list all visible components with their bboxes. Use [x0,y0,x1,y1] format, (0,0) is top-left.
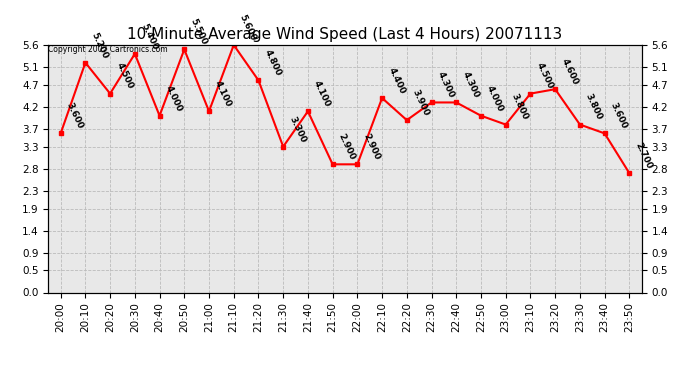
Text: 3.300: 3.300 [287,115,308,144]
Text: 2.700: 2.700 [633,141,653,170]
Text: 4.100: 4.100 [213,79,233,108]
Text: 4.000: 4.000 [164,84,184,113]
Text: 5.400: 5.400 [139,22,159,51]
Text: 4.500: 4.500 [535,62,555,91]
Text: 3.800: 3.800 [584,93,604,122]
Text: 4.300: 4.300 [460,70,480,100]
Text: 2.900: 2.900 [337,132,357,162]
Text: 5.500: 5.500 [188,17,208,46]
Text: 4.300: 4.300 [435,70,456,100]
Text: 3.600: 3.600 [65,101,85,130]
Text: Copyright 2007 Cartronics.com: Copyright 2007 Cartronics.com [48,45,168,54]
Text: 4.400: 4.400 [386,66,406,95]
Title: 10 Minute Average Wind Speed (Last 4 Hours) 20071113: 10 Minute Average Wind Speed (Last 4 Hou… [128,27,562,42]
Text: 3.900: 3.900 [411,88,431,117]
Text: 5.200: 5.200 [90,31,110,60]
Text: 3.800: 3.800 [510,93,530,122]
Text: 3.600: 3.600 [609,101,629,130]
Text: 4.100: 4.100 [312,79,332,108]
Text: 2.900: 2.900 [362,132,382,162]
Text: 4.600: 4.600 [560,57,580,86]
Text: 4.000: 4.000 [485,84,505,113]
Text: 5.600: 5.600 [238,13,258,42]
Text: 4.800: 4.800 [263,48,283,78]
Text: 4.500: 4.500 [115,62,135,91]
